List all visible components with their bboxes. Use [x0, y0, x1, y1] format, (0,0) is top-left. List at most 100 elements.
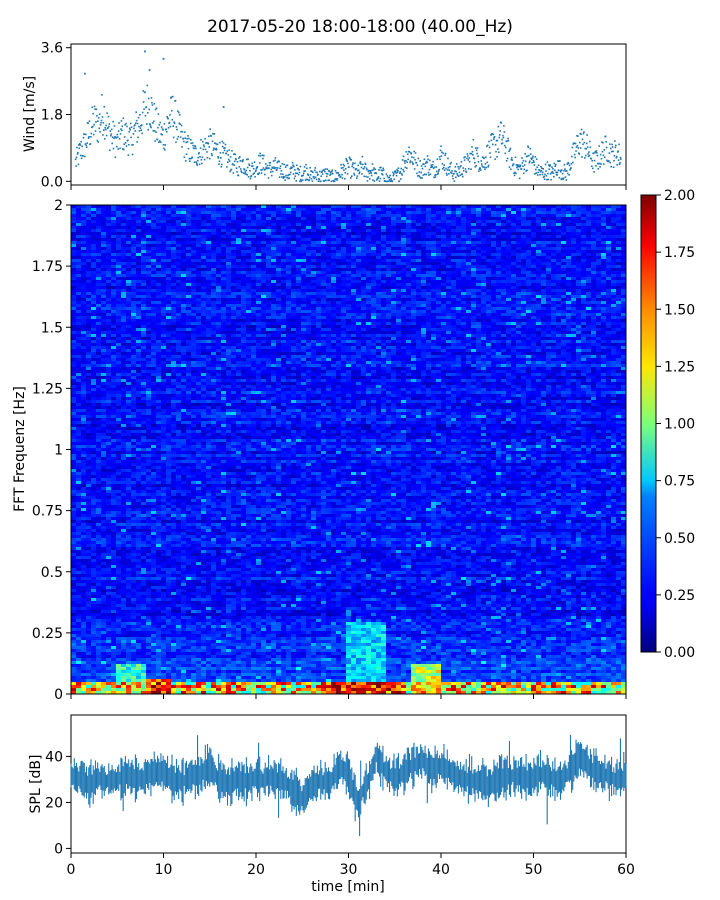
- wind-point: [467, 167, 470, 170]
- spectrogram-cell: [216, 259, 222, 263]
- wind-point: [521, 157, 523, 159]
- spectrogram-cell: [601, 259, 607, 263]
- spectrogram-cell: [251, 289, 257, 293]
- spectrogram-cell: [436, 256, 442, 260]
- spectrogram-cell: [511, 295, 517, 299]
- spectrogram-cell: [396, 277, 402, 281]
- spectrogram-cell: [486, 286, 492, 290]
- spectrogram-cell: [306, 259, 312, 263]
- wind-point: [522, 159, 525, 162]
- spectrogram-cell: [401, 295, 407, 299]
- wind-point: [571, 155, 573, 158]
- spectrogram-cell: [281, 253, 287, 257]
- spectrogram-cell: [531, 241, 537, 245]
- spectrogram-cell: [451, 205, 457, 209]
- wind-point: [226, 161, 229, 163]
- spectrogram-cell: [316, 211, 322, 215]
- spectrogram-cell: [581, 223, 587, 227]
- spectrogram-cell: [536, 280, 542, 284]
- spectrogram-cell: [546, 235, 552, 239]
- wind-point: [350, 175, 353, 178]
- spectrogram-cell: [276, 262, 282, 266]
- spectrogram-cell: [316, 262, 322, 266]
- wind-point: [208, 157, 211, 160]
- spectrogram-cell: [311, 229, 317, 233]
- wind-point: [236, 161, 239, 163]
- spectrogram-cell: [121, 235, 127, 239]
- spectrogram-cell: [296, 265, 302, 269]
- wind-point: [501, 142, 504, 144]
- spectrogram-cell: [566, 250, 572, 254]
- spectrogram-cell: [596, 301, 602, 305]
- wind-point: [102, 121, 105, 124]
- spectrogram-cell: [251, 256, 257, 260]
- wind-point: [147, 128, 150, 131]
- spectrogram-cell: [426, 208, 432, 212]
- wind-point: [180, 130, 182, 133]
- wind-point: [227, 158, 230, 161]
- spectrogram-cell: [221, 265, 227, 269]
- spectrogram-cell: [581, 283, 587, 287]
- wind-point: [594, 150, 597, 153]
- spectrogram-cell: [581, 262, 587, 266]
- spectrogram-cell: [241, 274, 247, 278]
- spectrogram-cell: [401, 304, 407, 308]
- spectrogram-cell: [561, 298, 567, 302]
- wind-point: [150, 126, 152, 129]
- spectrogram-cell: [136, 268, 142, 272]
- wind-point: [163, 147, 165, 150]
- spectrogram-cell: [546, 304, 552, 308]
- spectrogram-cell: [581, 271, 587, 275]
- spectrogram-cell: [566, 280, 572, 284]
- wind-point: [582, 132, 585, 135]
- wind-point: [177, 135, 180, 138]
- wind-point: [591, 159, 594, 162]
- spectrogram-cell: [466, 253, 472, 257]
- spectrogram-cell: [166, 295, 172, 299]
- spectrogram-cell: [81, 211, 87, 215]
- spectrogram-cell: [191, 292, 197, 296]
- spectrogram-cell: [161, 280, 167, 284]
- spectrogram-cell: [226, 250, 232, 254]
- spectrogram-cell: [416, 259, 422, 263]
- wind-point: [287, 174, 289, 177]
- spectrogram-cell: [501, 268, 507, 272]
- spectrogram-cell: [391, 289, 397, 293]
- spectrogram-cell: [426, 250, 432, 254]
- wind-point: [486, 161, 489, 164]
- wind-point: [439, 158, 441, 161]
- spectrogram-cell: [506, 295, 512, 299]
- spectrogram-cell: [396, 205, 402, 209]
- spectrogram-cell: [471, 259, 477, 263]
- spectrogram-cell: [291, 268, 297, 272]
- spectrogram-cell: [271, 271, 277, 275]
- spectrogram-cell: [186, 259, 192, 263]
- spectrogram-cell: [351, 250, 357, 254]
- wind-point: [101, 94, 103, 96]
- wind-point: [270, 174, 273, 177]
- wind-point: [264, 163, 267, 165]
- spectrogram-cell: [501, 250, 507, 254]
- spectrogram-cell: [376, 256, 382, 260]
- spectrogram-cell: [266, 286, 272, 290]
- spectrogram-cell: [581, 244, 587, 248]
- spectrogram-cell: [176, 220, 182, 224]
- wind-point: [77, 163, 80, 166]
- spectrogram-cell: [366, 295, 372, 299]
- spectrogram-cell: [456, 304, 462, 308]
- spectrogram-cell: [186, 217, 192, 221]
- spectrogram-cell: [411, 244, 417, 248]
- spectrogram-cell: [471, 253, 477, 257]
- spectrogram-cell: [591, 271, 597, 275]
- wind-point: [481, 156, 484, 158]
- wind-point: [297, 173, 300, 176]
- spectrogram-cell: [586, 220, 592, 224]
- spectrogram-cell: [316, 223, 322, 227]
- spectrogram-cell: [201, 283, 207, 287]
- wind-point: [333, 180, 336, 183]
- spectrogram-cell: [171, 295, 177, 299]
- spectrogram-cell: [271, 217, 277, 221]
- spectrogram-cell: [541, 283, 547, 287]
- spectrogram-cell: [256, 289, 262, 293]
- spectrogram-cell: [506, 304, 512, 308]
